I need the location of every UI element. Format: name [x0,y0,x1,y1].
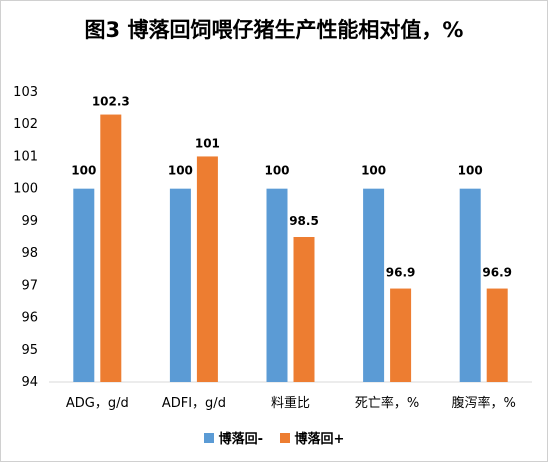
y-tick-label: 103 [13,85,38,100]
bar-2 [100,114,122,383]
data-label: 102.3 [92,95,130,109]
bar-1 [169,188,191,382]
data-label: 101 [195,136,220,150]
bar-1 [459,188,481,382]
legend-label-series-2: 博落回+ [294,432,345,447]
bar-2 [486,288,508,382]
legend: 博落回- 博落回+ [0,428,548,447]
y-tick-label: 96 [21,311,38,326]
y-tick-label: 98 [21,246,38,261]
x-category-label: ADFI，g/d [162,396,226,411]
legend-swatch-series-2 [279,432,290,443]
legend-swatch-series-1 [203,432,214,443]
y-tick-label: 97 [21,278,38,293]
legend-item-series-2: 博落回+ [279,428,345,447]
data-label: 100 [361,164,386,178]
y-tick-label: 101 [13,149,38,164]
data-label: 96.9 [482,266,512,280]
data-label: 98.5 [289,214,319,228]
bar-1 [73,188,95,382]
data-label: 100 [264,164,289,178]
x-category-label: 腹泻率，% [452,395,516,411]
data-label: 100 [71,164,96,178]
x-category-label: ADG，g/d [66,396,129,411]
y-tick-label: 99 [21,214,38,229]
bar-2 [390,288,412,382]
data-label: 100 [168,164,193,178]
y-tick-label: 100 [13,182,38,197]
legend-item-series-1: 博落回- [203,428,263,447]
bar-1 [363,188,385,382]
bar-1 [266,188,288,382]
x-category-label: 料重比 [271,395,310,411]
y-tick-label: 102 [13,117,38,132]
chart-title: 图3 博落回饲喂仔猪生产性能相对值，% [84,18,464,42]
data-label: 96.9 [386,266,416,280]
x-category-label: 死亡率，% [355,395,419,411]
legend-label-series-1: 博落回- [218,432,263,447]
y-tick-label: 94 [21,375,38,390]
bar-2 [293,237,315,382]
bar-2 [196,156,218,382]
data-label: 100 [458,164,483,178]
y-tick-label: 95 [21,343,38,358]
